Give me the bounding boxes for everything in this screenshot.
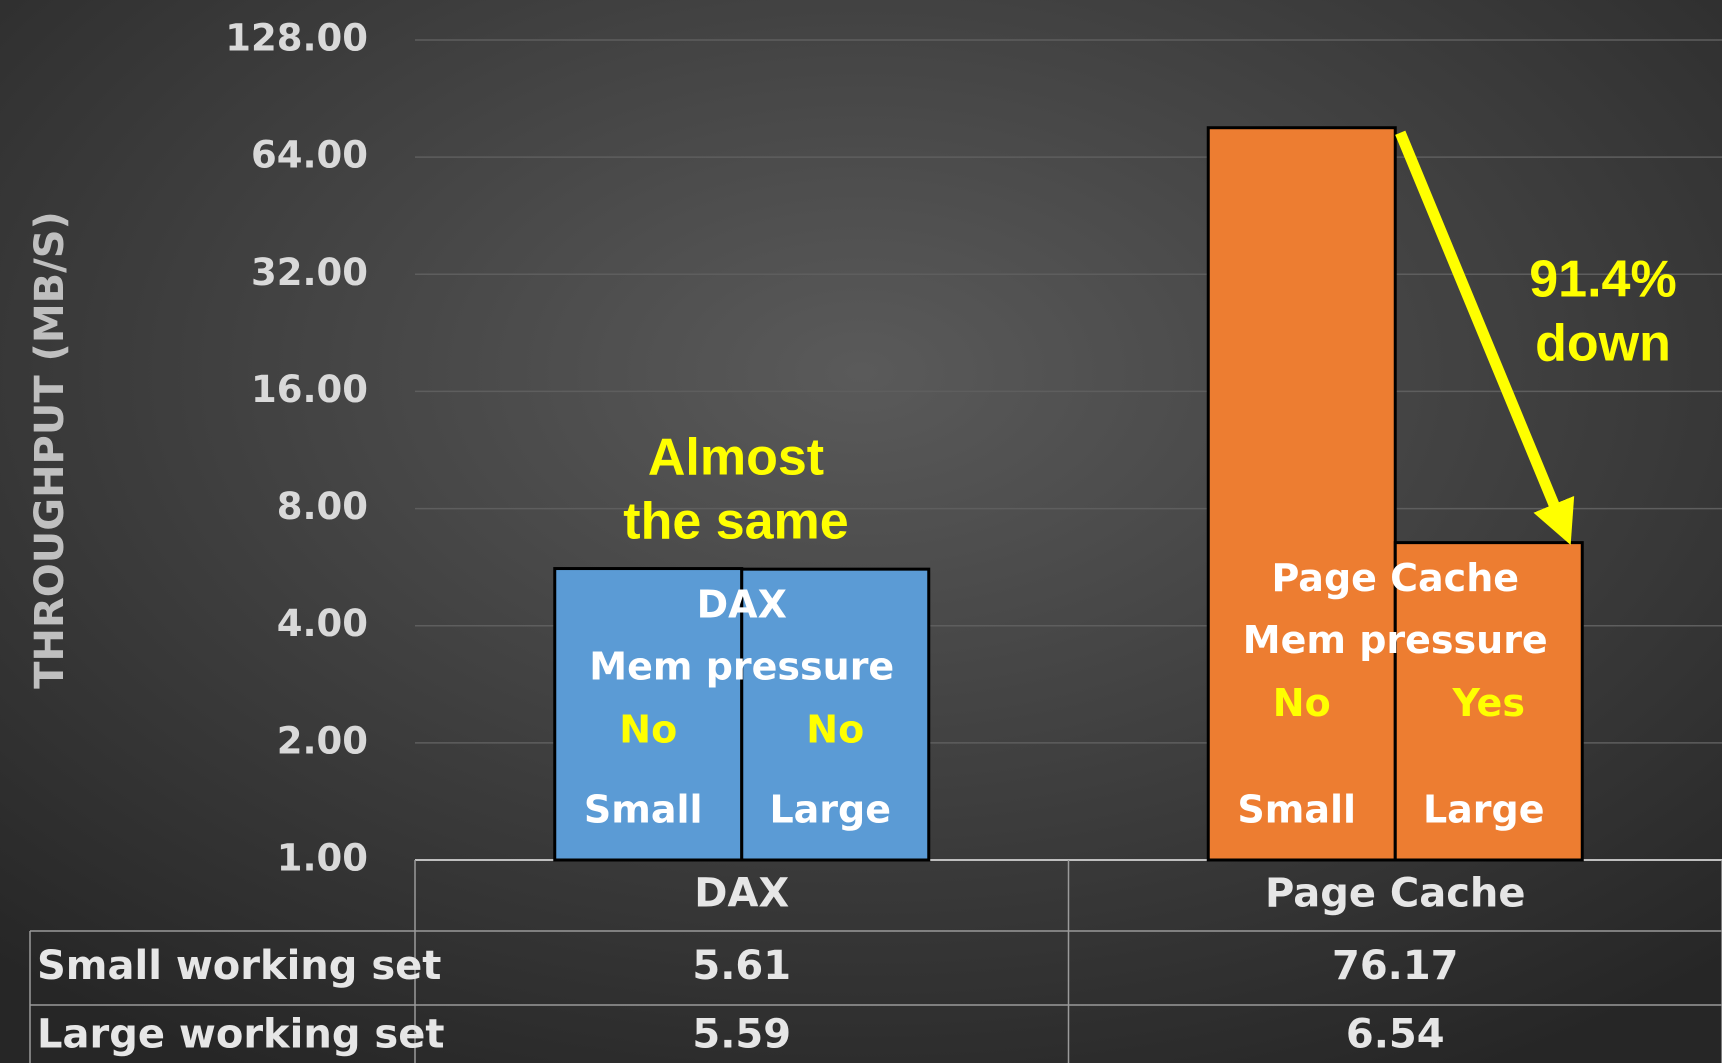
pressure-label: No (806, 708, 864, 752)
y-tick-label: 128.00 (225, 17, 368, 60)
table-cell: 5.61 (692, 943, 791, 989)
bar (1393, 541, 1584, 862)
table-row-label: Small working set (37, 943, 441, 989)
size-label: Small (1237, 788, 1356, 832)
y-tick-label: 1.00 (277, 837, 368, 880)
size-label: Small (584, 788, 703, 832)
size-label: Large (769, 788, 891, 832)
bar (740, 567, 931, 862)
y-tick-label: 64.00 (251, 134, 368, 177)
pressure-label: Yes (1452, 681, 1525, 725)
pressure-label: No (1273, 681, 1331, 725)
y-tick-label: 32.00 (251, 251, 368, 294)
y-tick-label: 4.00 (277, 602, 368, 645)
table-header: Page Cache (1265, 871, 1526, 917)
bar-subtitle: Mem pressure (1243, 618, 1548, 662)
table-cell: 5.59 (692, 1012, 791, 1058)
table-cell: 6.54 (1346, 1012, 1445, 1058)
annotation: 91.4% (1529, 251, 1676, 309)
bar (1206, 126, 1397, 862)
bar (553, 567, 744, 862)
annotation: the same (623, 493, 848, 551)
table-cell: 76.17 (1332, 943, 1459, 989)
y-tick-label: 16.00 (251, 368, 368, 411)
pressure-label: No (619, 708, 677, 752)
annotation: Almost (648, 429, 824, 487)
y-tick-label: 2.00 (277, 719, 368, 762)
arrow (1395, 130, 1575, 545)
bar-title: Page Cache (1271, 556, 1519, 600)
table-row-label: Large working set (37, 1012, 444, 1058)
table-header: DAX (694, 871, 789, 917)
y-tick-label: 8.00 (277, 485, 368, 528)
annotation: down (1535, 315, 1671, 373)
y-axis-label: THROUGHPUT (MB/S) (27, 211, 73, 689)
bar-subtitle: Mem pressure (589, 645, 894, 689)
bar-title: DAX (697, 583, 787, 627)
size-label: Large (1423, 788, 1545, 832)
